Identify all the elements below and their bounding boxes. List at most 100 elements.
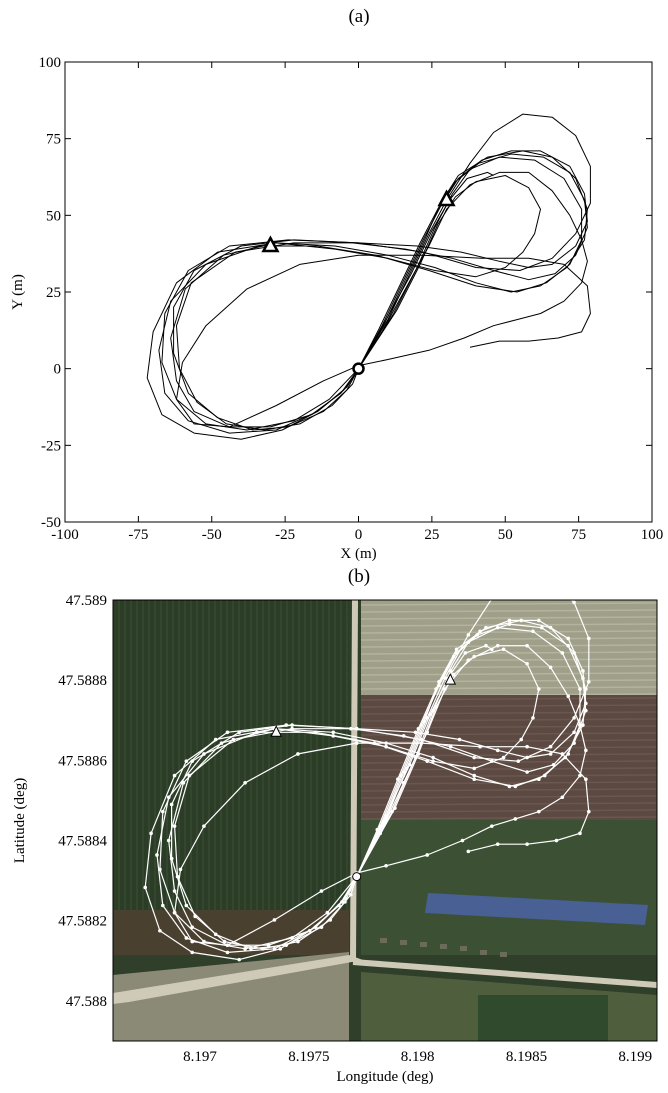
- x-tick-label: 75: [571, 527, 586, 543]
- trajectory-point: [566, 752, 571, 756]
- field-row-brown: [360, 809, 657, 813]
- trajectory-point: [501, 647, 506, 652]
- trajectory-point: [531, 629, 535, 634]
- trajectory-point: [319, 889, 324, 893]
- trajectory-point: [484, 625, 488, 630]
- field-row-ne: [360, 609, 657, 613]
- trajectory-point: [572, 651, 576, 655]
- trajectory-point: [572, 600, 576, 605]
- trajectory-point: [472, 766, 477, 771]
- field-row-brown: [360, 732, 657, 736]
- trajectory-point: [172, 910, 177, 915]
- field-row-brown: [360, 781, 657, 785]
- field-row-brown: [360, 711, 657, 715]
- trajectory-point: [431, 759, 435, 763]
- trajectory-point: [548, 625, 553, 630]
- trajectory-point: [202, 752, 206, 756]
- trajectory-point: [516, 759, 521, 763]
- trajectory-point: [490, 647, 494, 652]
- field-row-ne: [360, 602, 657, 606]
- trajectory-point: [172, 773, 177, 778]
- field-row-ne: [360, 637, 657, 641]
- building: [480, 950, 487, 955]
- y-tick-label: -25: [41, 438, 61, 454]
- x-tick-label: 8.1985: [506, 1049, 547, 1065]
- trajectory-point: [495, 625, 500, 630]
- trajectory-lap-8: [358, 171, 494, 369]
- trajectory-point: [531, 716, 535, 720]
- trajectory-point: [190, 925, 195, 929]
- trajectory-point: [384, 813, 388, 818]
- trajectory-point: [566, 694, 571, 699]
- field-row-ne: [360, 665, 657, 669]
- panel-label-b: (b): [347, 566, 371, 587]
- y-tick-label: 25: [46, 285, 61, 301]
- x-tick-label: 8.199: [618, 1049, 652, 1065]
- field-row-brown: [360, 795, 657, 799]
- trajectory-point: [542, 773, 547, 778]
- trajectory-point: [161, 809, 165, 814]
- trajectory-point: [296, 939, 300, 944]
- trajectory-point: [296, 752, 300, 756]
- start-marker: [352, 362, 365, 375]
- y-tick-label: 47.588: [66, 994, 107, 1010]
- trajectory-point: [184, 936, 189, 940]
- trajectory-point: [495, 842, 500, 846]
- plot-frame: [112, 599, 658, 1042]
- trajectory-point: [466, 849, 471, 854]
- trajectory-point: [584, 777, 588, 782]
- field-row-brown: [360, 704, 657, 708]
- trajectory-point: [181, 781, 186, 785]
- trajectory-point: [243, 781, 247, 785]
- y-tick-label: 47.5886: [58, 753, 107, 769]
- field-dark-s: [478, 995, 608, 1041]
- trajectory-lap-3: [168, 619, 587, 946]
- field-row-brown: [360, 697, 657, 701]
- start-marker: [352, 872, 362, 882]
- trajectory-point: [460, 838, 465, 843]
- trajectory-point: [525, 661, 529, 666]
- trajectory-point: [472, 773, 477, 778]
- trajectory-point: [425, 853, 430, 857]
- trajectory-point: [478, 744, 482, 749]
- trajectory-point: [190, 950, 195, 955]
- field-row-brown: [360, 802, 657, 806]
- building: [500, 952, 507, 957]
- trajectory-point: [501, 755, 506, 760]
- trajectory-point: [331, 730, 336, 735]
- trajectory-point: [451, 672, 456, 677]
- trajectory-point: [560, 752, 565, 756]
- trajectory-point: [472, 777, 477, 782]
- trajectory-point: [431, 755, 435, 760]
- trajectory-lap-7: [174, 645, 590, 946]
- building: [460, 946, 467, 951]
- trajectory-point: [586, 636, 591, 641]
- trajectory-point: [539, 625, 544, 630]
- field-row-ne: [360, 616, 657, 620]
- field-row-brown: [360, 739, 657, 743]
- y-tick-label: 75: [46, 132, 61, 148]
- trajectory-point: [393, 806, 397, 810]
- trajectory-point: [175, 874, 180, 879]
- y-axis-title: Y (m): [10, 274, 26, 310]
- trajectory-point: [172, 824, 177, 828]
- field-row-ne: [360, 679, 657, 683]
- field-light-sw: [113, 952, 349, 1041]
- trajectory-point: [172, 889, 177, 893]
- trajectory-point: [384, 864, 388, 868]
- x-tick-label: 100: [641, 527, 664, 543]
- trajectory-point: [586, 809, 591, 814]
- field-green-se: [361, 820, 657, 955]
- x-tick-label: 50: [498, 527, 513, 543]
- trajectory-point: [225, 943, 230, 947]
- building: [420, 942, 427, 947]
- field-row-brown: [360, 725, 657, 729]
- trajectory-point: [313, 925, 318, 929]
- trajectory-lap-4: [161, 113, 591, 431]
- panel-label-a: (a): [348, 6, 370, 27]
- building: [440, 944, 447, 949]
- trajectory-point: [222, 939, 227, 944]
- trajectory-point: [549, 579, 553, 583]
- trajectory-point: [537, 618, 541, 623]
- y-tick-label: 100: [39, 55, 62, 71]
